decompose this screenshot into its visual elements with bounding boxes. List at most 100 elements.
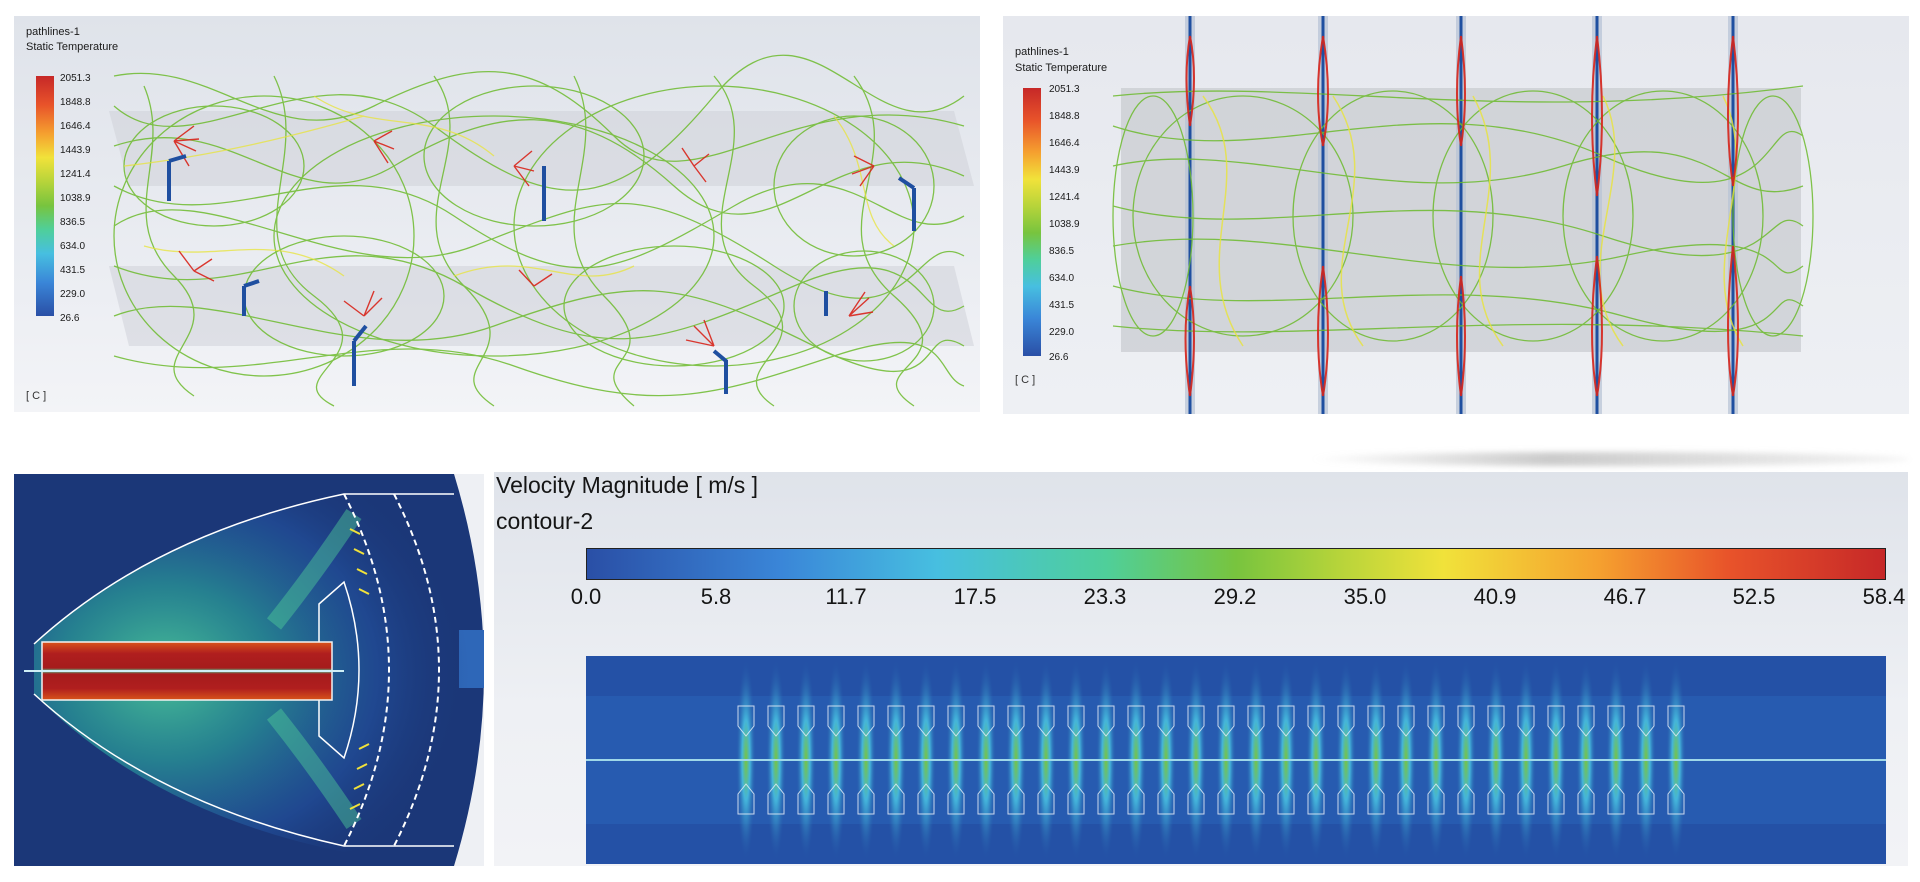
nozzle-outline: [1367, 705, 1385, 737]
nozzle-outline: [917, 783, 935, 815]
nozzle-outline: [1127, 783, 1145, 815]
legend-tick: 836.5: [60, 217, 86, 228]
colorbar-tick: 5.8: [700, 584, 732, 609]
nozzle-outline: [827, 783, 845, 815]
pathline-visualization: [1112, 16, 1814, 414]
nozzle-outline: [1037, 705, 1055, 737]
object-name-label: pathlines-1: [1015, 46, 1069, 58]
nozzle-outline: [947, 783, 965, 815]
legend-tick: 1443.9: [1049, 165, 1080, 176]
nozzle-outline: [1127, 705, 1145, 737]
nozzle-outline: [1517, 783, 1535, 815]
nozzle-outline: [1547, 783, 1565, 815]
legend-tick: 1646.4: [1049, 138, 1080, 149]
nozzle-outline: [1217, 705, 1235, 737]
colorbar-tick: 0.0: [570, 584, 602, 609]
legend-tick: 1038.9: [60, 193, 91, 204]
nozzle-outline: [947, 705, 965, 737]
colorbar-tick: 23.3: [1083, 584, 1127, 609]
nozzle-outline: [1607, 783, 1625, 815]
nozzle-outline: [1217, 783, 1235, 815]
variable-label: Static Temperature: [1015, 62, 1108, 74]
colorbar-tick: 58.4: [1862, 584, 1906, 609]
contour-label: contour-2: [496, 508, 594, 534]
legend-tick: 431.5: [60, 265, 86, 276]
temperature-legend-bar: [1023, 88, 1041, 356]
nozzle-outline: [1427, 705, 1445, 737]
legend-tick: 1241.4: [1049, 192, 1080, 203]
nozzle-outline: [1397, 783, 1415, 815]
nozzle-outline: [1247, 705, 1265, 737]
legend-tick: 1038.9: [1049, 219, 1080, 230]
nozzle-outline: [1067, 783, 1085, 815]
contour-visualization: [24, 474, 484, 866]
nozzle-outline: [1277, 705, 1295, 737]
nozzle-outline: [1547, 705, 1565, 737]
legend-tick: 1848.8: [60, 97, 91, 108]
nozzle-outline: [1457, 783, 1475, 815]
nozzle-outline: [737, 783, 755, 815]
legend-tick: 2051.3: [1049, 84, 1080, 95]
decorative-shadow: [1310, 452, 1910, 466]
legend-tick: 431.5: [1049, 300, 1075, 311]
velocity-contour-side-view: [14, 474, 484, 866]
velocity-contour-panel: Velocity Magnitude [ m/s ] contour-2 0.0…: [494, 472, 1908, 866]
nozzle-outline: [1427, 783, 1445, 815]
nozzle-outline: [1337, 783, 1355, 815]
nozzle-outline: [887, 783, 905, 815]
legend-tick: 1646.4: [60, 121, 91, 132]
nozzle-outline: [1157, 783, 1175, 815]
nozzle-outline: [977, 783, 995, 815]
nozzle-outline: [887, 705, 905, 737]
nozzle-outline: [1487, 783, 1505, 815]
legend-tick: 634.0: [1049, 273, 1075, 284]
nozzle-outline: [1607, 705, 1625, 737]
nozzle-outline: [1307, 783, 1325, 815]
nozzle-outline: [1667, 783, 1685, 815]
nozzle-outline: [797, 783, 815, 815]
legend-tick: 1443.9: [60, 145, 91, 156]
colorbar-tick: 11.7: [825, 584, 867, 609]
nozzle-outline: [797, 705, 815, 737]
unit-label: [ C ]: [1015, 374, 1036, 386]
nozzle-outline: [1487, 705, 1505, 737]
nozzle-outline: [1247, 783, 1265, 815]
nozzle-outline: [1037, 783, 1055, 815]
velocity-colorbar: [586, 548, 1886, 580]
nozzle-outline: [1007, 705, 1025, 737]
nozzle-outline: [767, 783, 785, 815]
colorbar-tick: 17.5: [953, 584, 997, 609]
legend-tick: 26.6: [1049, 352, 1069, 363]
legend-tick: 229.0: [1049, 327, 1075, 338]
nozzle-outline: [1307, 705, 1325, 737]
legend-tick: 1848.8: [1049, 111, 1080, 122]
nozzle-outline: [857, 705, 875, 737]
nozzle-outline: [857, 783, 875, 815]
nozzle-outline: [1577, 705, 1595, 737]
legend-tick: 229.0: [60, 289, 86, 300]
velocity-contour-plot: [586, 656, 1886, 864]
nozzle-outline: [1457, 705, 1475, 737]
nozzle-outline: [767, 705, 785, 737]
pathline-visualization: [109, 54, 974, 407]
object-name-label: pathlines-1: [26, 26, 80, 38]
nozzle-outline: [1397, 705, 1415, 737]
pathlines-panel-left: pathlines-1 Static Temperature 2051.3 18…: [14, 16, 980, 412]
colorbar-tick: 29.2: [1213, 584, 1257, 609]
nozzle-outline: [917, 705, 935, 737]
pathlines-panel-right: pathlines-1 Static Temperature 2051.3 18…: [1003, 16, 1909, 414]
nozzle-outline: [1277, 783, 1295, 815]
nozzle-outline: [827, 705, 845, 737]
velocity-title: Velocity Magnitude [ m/s ]: [496, 472, 759, 498]
temperature-legend-bar: [36, 76, 54, 316]
nozzle-outline: [1187, 705, 1205, 737]
colorbar-tick: 35.0: [1343, 584, 1387, 609]
nozzle-outline: [1067, 705, 1085, 737]
nozzle-outline: [1187, 783, 1205, 815]
colorbar-tick: 46.7: [1603, 584, 1647, 609]
nozzle-outline: [1517, 705, 1535, 737]
nozzle-outline: [1097, 783, 1115, 815]
legend-tick: 1241.4: [60, 169, 91, 180]
nozzle-outline: [1637, 783, 1655, 815]
nozzle-outline: [1367, 783, 1385, 815]
